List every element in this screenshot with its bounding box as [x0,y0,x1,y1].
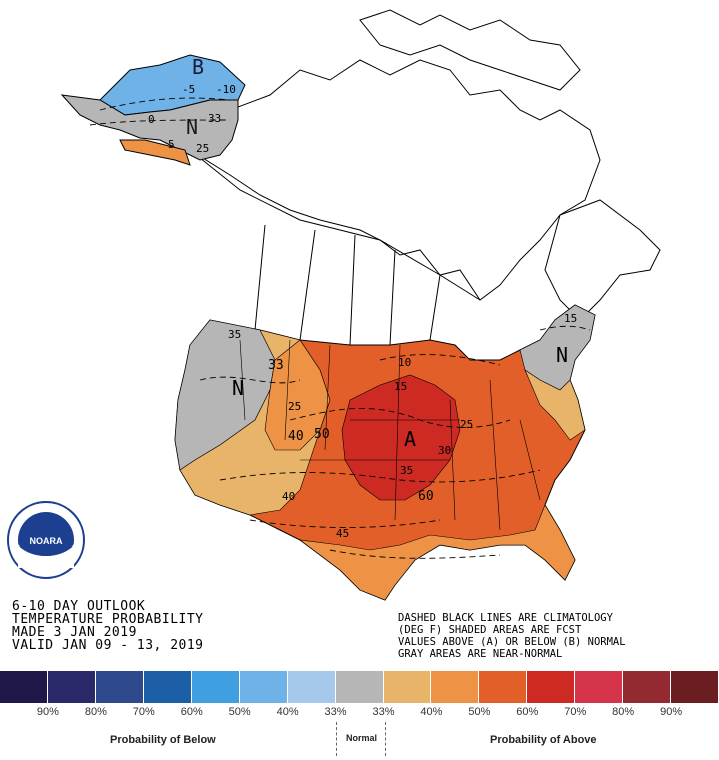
scale-swatch-1 [47,671,96,703]
west-35: 35 [228,328,241,341]
west-50: 50 [314,427,330,442]
scale-tick-2: 70% [132,706,155,718]
legend-note-line-1: DASHED BLACK LINES ARE CLIMATOLOGY [398,612,613,624]
scale-swatch-4 [191,671,240,703]
above-caption: Probability of Above [490,734,597,746]
legend-note-line-3: VALUES ABOVE (A) OR BELOW (B) NORMAL [398,636,626,648]
canada-outline [189,9,661,346]
contour-35: 35 [400,464,413,477]
contour-60: 60 [418,489,434,504]
below-caption: Probability of Below [110,734,216,746]
legend-note-line-4: GRAY AREAS ARE NEAR-NORMAL [398,648,563,660]
scale-tick-13: 90% [660,706,683,718]
map-labels: B N 33 -5 -10 0 5 25 N 35 33 25 40 50 A … [148,55,577,540]
scale-swatch-13 [623,671,672,703]
scale-swatch-6 [287,671,336,703]
noaa-logo-text: NOARA [30,536,63,546]
scale-swatch-11 [527,671,576,703]
scale-tick-5: 40% [276,706,299,718]
alaska-5: 5 [168,138,175,151]
scale-tick-4: 50% [228,706,251,718]
central-A: A [404,427,416,451]
scale-tick-10: 60% [516,706,539,718]
title-line-4: VALID JAN 09 - 13, 2019 [12,638,204,653]
normal-caption: Normal [346,733,378,743]
scale-tick-6: 33% [324,706,347,718]
scale-swatch-9 [431,671,480,703]
alaska-m5: -5 [182,83,195,96]
scale-swatch-7 [335,671,384,703]
contour-25: 25 [460,418,473,431]
scale-tick-0: 90% [36,706,59,718]
alaska-25: 25 [196,142,209,155]
contour-30: 30 [438,444,451,457]
conus-regions [89,97,596,601]
title-line-3: MADE 3 JAN 2019 [12,625,137,640]
title-block: 6-10 DAY OUTLOOK TEMPERATURE PROBABILITY… [12,600,204,652]
west-N: N [232,376,244,400]
scale-tick-3: 60% [180,706,203,718]
probability-color-scale [0,671,719,703]
scale-swatch-3 [143,671,192,703]
scale-tick-7: 33% [372,706,395,718]
title-line-1: 6-10 DAY OUTLOOK [12,599,146,614]
ne-N: N [556,343,568,367]
scale-swatch-14 [671,671,719,703]
scale-tick-12: 80% [612,706,635,718]
scale-tick-8: 40% [420,706,443,718]
probability-tick-labels: 90% 80% 70% 60% 50% 40% 33% 33% 40% 50% 60% 70% 80% 9… [0,706,695,720]
legend-note-line-2: (DEG F) SHADED AREAS ARE FCST [398,624,582,636]
alaska-region [60,54,246,166]
scale-swatch-12 [575,671,624,703]
outlook-map: B N 33 -5 -10 0 5 25 N 35 33 25 40 50 A … [60,9,661,601]
noaa-logo: NOARA [6,500,86,585]
scale-tick-9: 50% [468,706,491,718]
normal-divider [336,722,386,756]
scale-tick-11: 70% [564,706,587,718]
alaska-0: 0 [148,113,155,126]
contour-45: 45 [336,527,349,540]
scale-swatch-0 [0,671,48,703]
title-line-2: TEMPERATURE PROBABILITY [12,612,204,627]
scale-swatch-5 [239,671,288,703]
contour-15: 15 [394,380,407,393]
west-40: 40 [288,429,304,444]
scale-tick-1: 80% [84,706,107,718]
west-33: 33 [268,358,284,373]
scale-swatch-2 [95,671,144,703]
contour-10: 10 [398,356,411,369]
alaska-B: B [192,55,204,79]
alaska-m10: -10 [216,83,236,96]
ne-15: 15 [564,312,577,325]
alaska-33: 33 [208,112,221,125]
scale-swatch-8 [383,671,432,703]
scale-swatch-10 [479,671,528,703]
legend-note: DASHED BLACK LINES ARE CLIMATOLOGY (DEG … [398,612,626,660]
contour-40: 40 [282,490,295,503]
alaska-N: N [186,115,198,139]
west-25: 25 [288,400,301,413]
